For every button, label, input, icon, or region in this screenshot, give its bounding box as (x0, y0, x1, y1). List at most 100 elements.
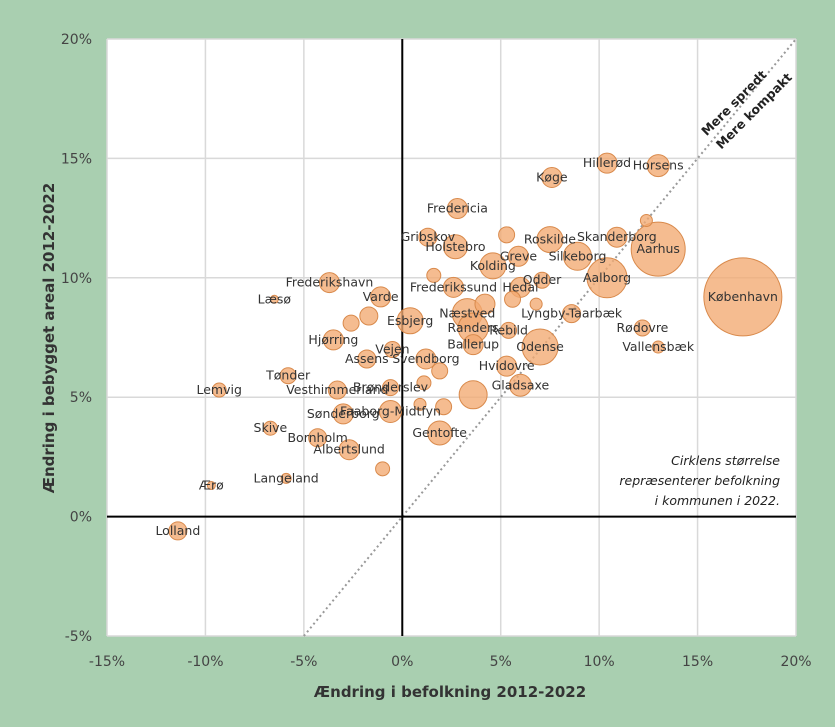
bubble-label: Randers (448, 320, 499, 335)
bubble-label: Frederikssund (410, 279, 497, 294)
bubble (375, 461, 391, 477)
bubble (562, 304, 582, 324)
note-line-2: repræsenterer befolkning (619, 473, 780, 488)
bubble (479, 252, 507, 280)
bubble-label: Køge (536, 170, 568, 185)
bubble (426, 267, 442, 283)
bubble (458, 380, 488, 410)
zero-axes (107, 39, 796, 636)
bubble (427, 420, 453, 446)
bubble (651, 340, 665, 354)
y-axis-label: Ændring i bebygget areal 2012-2022 (40, 183, 58, 494)
bubble-label: Varde (363, 289, 399, 304)
x-tick-label: 15% (682, 654, 713, 670)
bubble-label: Rødovre (617, 320, 669, 335)
bubble-label: Gentofte (412, 425, 467, 440)
bubble (280, 472, 292, 484)
bubble-label: Sønderborg (307, 406, 380, 421)
bubble-label: Fredericia (427, 201, 488, 216)
bubble-label: Silkeborg (549, 248, 607, 263)
bubble (446, 198, 468, 220)
bubble (342, 314, 360, 332)
bubble-label: Odder (523, 272, 562, 287)
bubble-label: Hedal (502, 279, 538, 294)
bubble (415, 348, 437, 370)
bubble-series (168, 152, 783, 541)
bubble (507, 245, 529, 267)
bubble (703, 257, 783, 337)
bubble (562, 241, 592, 271)
bubble-label: Albertslund (313, 442, 384, 457)
bubble-label: Rebild (489, 322, 528, 337)
bubble (378, 400, 402, 424)
bubble-label: Odense (516, 339, 564, 354)
bubble (359, 306, 379, 326)
bubble-label: Hillerød (583, 155, 631, 170)
bubble-label: Ballerup (447, 337, 499, 352)
bubble-label: Aarhus (636, 241, 680, 256)
bubble-label: Lyngby-Taarbæk (521, 306, 623, 321)
bubble-label: Hvidovre (479, 358, 535, 373)
bubble-label: Holstebro (425, 239, 485, 254)
bubble-label: Bornholm (287, 430, 347, 445)
y-tick-label: 5% (70, 390, 92, 406)
bubble (442, 276, 464, 298)
bubble (533, 271, 551, 289)
bubble (206, 481, 216, 491)
y-tick-label: 15% (61, 151, 92, 167)
note-line-1: Cirklens størrelse (671, 453, 780, 468)
bubble (357, 349, 377, 369)
bubble-label: Læsø (258, 291, 292, 306)
y-tick-label: -5% (65, 629, 92, 645)
bubble (383, 340, 401, 358)
bubble-label: Assens (345, 351, 389, 366)
bubble (541, 167, 563, 189)
bubble (498, 226, 516, 244)
bubble-label: Esbjerg (387, 313, 433, 328)
bubble (508, 373, 532, 397)
y-tick-label: 0% (70, 510, 92, 526)
bubble-label: Skive (254, 420, 288, 435)
gridlines (106, 38, 797, 637)
bubble (370, 286, 392, 308)
bubble-label: Aalborg (583, 270, 631, 285)
bubble-label: Lemvig (196, 382, 241, 397)
bubble-label: Faaborg-Midtfyn (340, 404, 441, 419)
bubble (633, 319, 651, 337)
y-tick-label: 20% (61, 32, 92, 48)
bubble (596, 152, 618, 174)
bubble-label: Kolding (470, 258, 516, 273)
bubble (308, 428, 328, 448)
bubble-label: Svendborg (392, 351, 459, 366)
bubble-label: Frederikshavn (286, 275, 374, 290)
note-line-3: i kommunen i 2022. (655, 493, 780, 508)
bubble (521, 328, 559, 366)
bubble (442, 234, 468, 260)
bubble (586, 257, 628, 299)
bubble (435, 398, 453, 416)
bubble (381, 379, 399, 397)
bubble (474, 293, 496, 315)
y-tick-label: 10% (61, 271, 92, 287)
bubble (279, 367, 297, 385)
bubble (500, 321, 518, 339)
bubble-label: København (708, 289, 778, 304)
bubble (536, 226, 564, 254)
x-tick-label: 5% (490, 654, 512, 670)
bubble (332, 403, 354, 425)
bubble (211, 382, 227, 398)
bubble-label: Tønder (265, 368, 311, 383)
bubble (504, 290, 522, 308)
x-tick-label: 0% (391, 654, 413, 670)
bubble (318, 272, 340, 294)
bubble-label: Vejen (375, 341, 409, 356)
bubble (327, 380, 347, 400)
x-axis-label: Ændring i befolkning 2012-2022 (314, 683, 586, 701)
bubble (529, 297, 543, 311)
bubble (418, 227, 438, 247)
bubble-label: Gribskov (401, 229, 456, 244)
bubble-label: Ærø (199, 478, 224, 493)
